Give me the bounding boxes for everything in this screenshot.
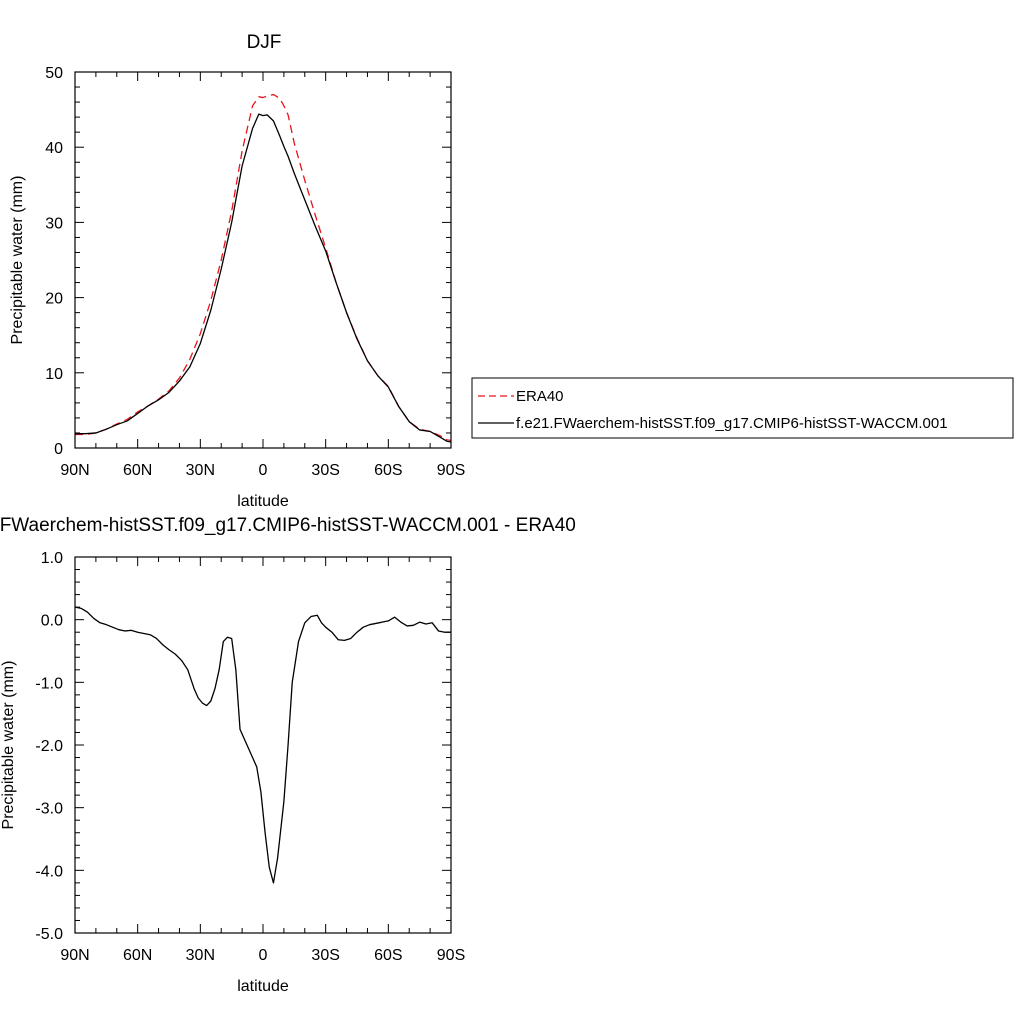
bottom-y-tick-label: -4.0 [35, 863, 63, 880]
legend-label-era40: ERA40 [516, 388, 564, 405]
bottom-y-tick-label: -3.0 [35, 801, 63, 818]
top-series-group [75, 93, 452, 443]
top-x-axis-label: latitude [237, 493, 289, 510]
bottom-y-axis-label: Precipitable water (mm) [0, 661, 17, 830]
model-series-line [75, 113, 452, 443]
top-x-tick-label: 90S [437, 462, 465, 479]
bottom-x-tick-label: 90S [437, 947, 465, 964]
bottom-x-tick-label: 30S [311, 947, 339, 964]
bottom-y-tick-label: -5.0 [35, 926, 63, 943]
difference-series-line [74, 606, 451, 884]
top-y-tick-label: 40 [45, 140, 63, 157]
bottom-tick-labels: 90N 60N 30N 0 30S 60S 90S 1.0 0.0 -1.0 -2.0 -3.0 -4.… [35, 550, 465, 964]
legend-label-model: f.e21.FWaerchem-histSST.f09_g17.CMIP6-hi… [516, 415, 948, 432]
top-y-axis-label: Precipitable water (mm) [9, 176, 26, 345]
top-chart-title: DJF [247, 32, 282, 53]
bottom-x-axis-label: latitude [237, 978, 289, 995]
bottom-panel: f.e21.FWaerchem-histSST.f09_g17.CMIP6-hi… [0, 515, 576, 995]
legend: ERA40 f.e21.FWaerchem-histSST.f09_g17.CM… [471, 377, 1014, 439]
top-x-tick-label: 30S [311, 462, 339, 479]
top-x-tick-label: 90N [60, 462, 89, 479]
top-y-tick-label: 0 [54, 441, 63, 458]
top-plot-frame [74, 71, 452, 449]
top-tick-labels: 90N 60N 30N 0 30S 60S 90S 0 10 20 30 40 50 [45, 65, 465, 479]
top-x-tick-label: 60S [374, 462, 402, 479]
bottom-x-tick-label: 60N [123, 947, 152, 964]
bottom-chart-title: f.e21.FWaerchem-histSST.f09_g17.CMIP6-hi… [0, 515, 576, 536]
bottom-plot-frame [74, 556, 452, 934]
bottom-x-tick-label: 30N [186, 947, 215, 964]
top-x-tick-label: 60N [123, 462, 152, 479]
top-y-tick-label: 20 [45, 291, 63, 308]
bottom-y-tick-label: 1.0 [41, 550, 63, 567]
bottom-x-tick-label: 60S [374, 947, 402, 964]
bottom-x-tick-label: 90N [60, 947, 89, 964]
bottom-series-group [74, 606, 451, 884]
bottom-y-tick-label: -1.0 [35, 675, 63, 692]
bottom-y-tick-label: 0.0 [41, 613, 63, 630]
top-panel: DJF 90N 60N 30N 0 30S 60S 90S 0 10 20 30 40 50 latit… [9, 32, 465, 510]
top-y-tick-label: 10 [45, 366, 63, 383]
legend-frame [471, 377, 1014, 439]
top-x-tick-label: 30N [186, 462, 215, 479]
top-y-tick-label: 30 [45, 215, 63, 232]
top-x-tick-label: 0 [259, 462, 268, 479]
bottom-y-tick-label: -2.0 [35, 738, 63, 755]
bottom-x-tick-label: 0 [259, 947, 268, 964]
top-y-tick-label: 50 [45, 65, 63, 82]
